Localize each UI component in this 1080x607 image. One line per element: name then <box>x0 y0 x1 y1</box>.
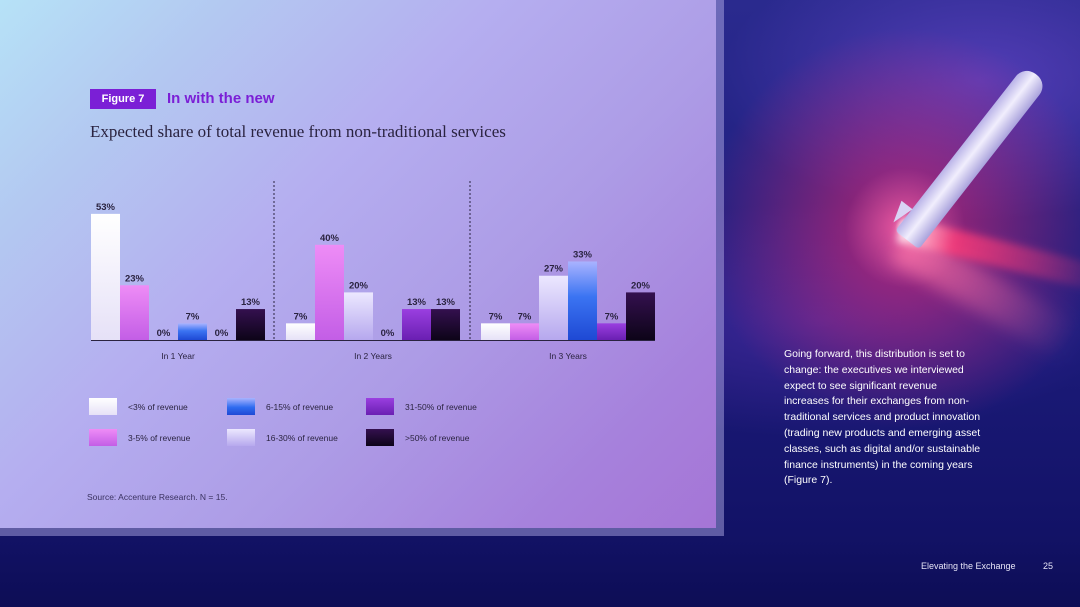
bar <box>315 244 344 340</box>
bar <box>539 275 568 340</box>
bar-value-label: 33% <box>573 249 593 260</box>
bar-value-label: 13% <box>436 297 456 308</box>
bar-value-label: 7% <box>186 311 200 322</box>
bar-value-label: 0% <box>215 328 229 339</box>
legend-item: 3-5% of revenue <box>89 429 190 446</box>
legend-label: 31-50% of revenue <box>405 401 477 412</box>
bar-value-label: 20% <box>349 280 369 291</box>
bar-value-label: 0% <box>381 328 395 339</box>
legend-swatch <box>366 398 394 415</box>
bar-value-label: 20% <box>631 280 651 291</box>
page-number: 25 <box>1043 561 1054 571</box>
category-label: In 3 Years <box>549 351 587 361</box>
bar <box>178 323 207 340</box>
bar <box>344 292 373 340</box>
bar-value-label: 0% <box>157 328 171 339</box>
bar <box>286 323 315 340</box>
legend-label: 6-15% of revenue <box>266 401 334 412</box>
bar <box>568 261 597 340</box>
bar <box>626 292 655 340</box>
legend-label: 3-5% of revenue <box>128 432 191 443</box>
legend-label: 16-30% of revenue <box>266 432 338 443</box>
bar-value-label: 40% <box>320 233 340 244</box>
legend-item: 6-15% of revenue <box>227 398 333 415</box>
bar-value-label: 23% <box>125 273 145 284</box>
legend-swatch <box>89 398 117 415</box>
bar-value-label: 13% <box>241 297 261 308</box>
chart-subtitle: Expected share of total revenue from non… <box>90 122 506 141</box>
bar-value-label: 13% <box>407 297 427 308</box>
bar <box>402 309 431 340</box>
bar <box>91 213 120 340</box>
bar-value-label: 27% <box>544 264 564 275</box>
bar-value-label: 7% <box>294 311 308 322</box>
bar <box>597 323 626 340</box>
footer-title: Elevating the Exchange <box>921 561 1016 571</box>
legend-item: <3% of revenue <box>89 398 188 415</box>
legend-swatch <box>89 429 117 446</box>
legend-swatch <box>366 429 394 446</box>
bar-value-label: 7% <box>605 311 619 322</box>
legend-item: 16-30% of revenue <box>227 429 338 446</box>
legend-label: >50% of revenue <box>405 432 470 443</box>
legend-label: <3% of revenue <box>128 401 188 412</box>
body-paragraph: Going forward, this distribution is set … <box>784 348 981 487</box>
figure-title: In with the new <box>167 90 275 107</box>
category-label: In 1 Year <box>161 351 195 361</box>
legend-swatch <box>227 398 255 415</box>
bar <box>481 323 510 340</box>
source-note: Source: Accenture Research. N = 15. <box>87 492 228 502</box>
bar <box>120 285 149 340</box>
bar <box>510 323 539 340</box>
category-label: In 2 Years <box>354 351 392 361</box>
legend-swatch <box>227 429 255 446</box>
bar-value-label: 53% <box>96 202 116 213</box>
bar-chart: 53% 23% 0% 7% 0% 13% In 1 Year 7% 40% 20% 0% 13% 13%… <box>91 181 655 361</box>
figure-badge: Figure 7 <box>90 89 156 109</box>
bar-value-label: 7% <box>489 311 503 322</box>
bar <box>431 309 460 340</box>
bar <box>236 309 265 340</box>
legend-item: 31-50% of revenue <box>366 398 477 415</box>
legend-item: >50% of revenue <box>366 429 470 446</box>
bar-value-label: 7% <box>518 311 532 322</box>
